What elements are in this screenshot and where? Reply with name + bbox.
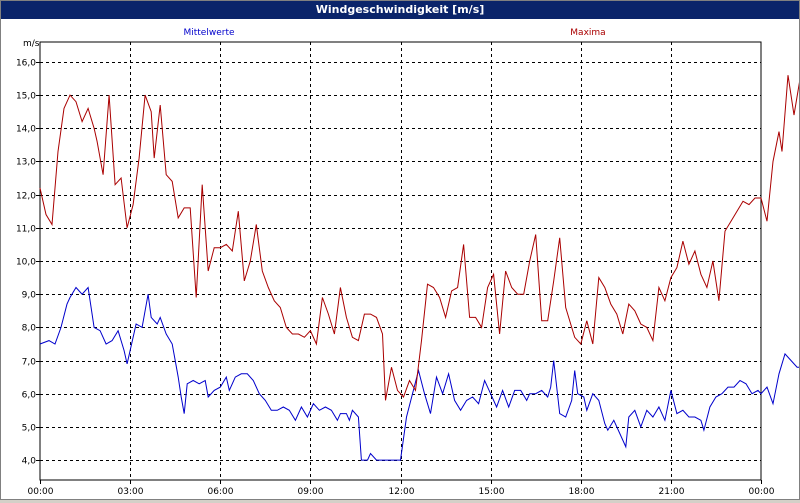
y-tick-label: 13,0 (16, 158, 36, 168)
x-tick-time-label: 03:00 (118, 487, 144, 497)
x-tick-time-label: 12:00 (389, 487, 415, 497)
legend-label-maxima: Maxima (570, 28, 605, 38)
window-title: Windgeschwindigkeit [m/s] (1, 1, 799, 19)
legend: Mittelwerte Maxima (183, 28, 605, 38)
y-tick-label: 5,0 (22, 424, 37, 434)
plot-area: m/s 4,0 5,0 6,0 7,0 8,0 9,0 10,0 11,0 12,0 13,0 14,… (1, 19, 800, 499)
x-tick-time-label: 00:00 (28, 487, 54, 497)
y-tick-label: 8,0 (22, 324, 37, 334)
y-tick-label: 15,0 (16, 92, 36, 102)
y-tick-label: 14,0 (16, 125, 36, 135)
wind-speed-chart: m/s 4,0 5,0 6,0 7,0 8,0 9,0 10,0 11,0 12,0 13,0 14,… (16, 28, 800, 497)
x-tick-time-label: 00:00 (749, 487, 775, 497)
x-tick-time-label: 06:00 (208, 487, 234, 497)
grid (40, 42, 761, 480)
series-line-maxima (39, 75, 800, 401)
series (39, 75, 800, 461)
y-tick-label: 4,0 (22, 457, 37, 467)
x-tick-time-label: 09:00 (298, 487, 324, 497)
y-tick-label: 11,0 (16, 225, 36, 235)
x-tick-time-label: 18:00 (569, 487, 595, 497)
x-tick-time-label: 15:00 (479, 487, 505, 497)
y-tick-label: 9,0 (22, 291, 37, 301)
y-axis-unit-label: m/s (23, 39, 40, 49)
legend-label-mittelwerte: Mittelwerte (183, 28, 234, 38)
x-tick-time-label: 21:00 (659, 487, 685, 497)
y-tick-label: 12,0 (16, 192, 36, 202)
y-tick-label: 16,0 (16, 59, 36, 69)
y-tick-label: 7,0 (22, 358, 37, 368)
axes: m/s 4,0 5,0 6,0 7,0 8,0 9,0 10,0 11,0 12,0 13,0 14,… (16, 39, 775, 497)
series-line-mittelwerte (39, 286, 800, 461)
y-tick-label: 6,0 (22, 391, 37, 401)
y-tick-label: 10,0 (16, 258, 36, 268)
